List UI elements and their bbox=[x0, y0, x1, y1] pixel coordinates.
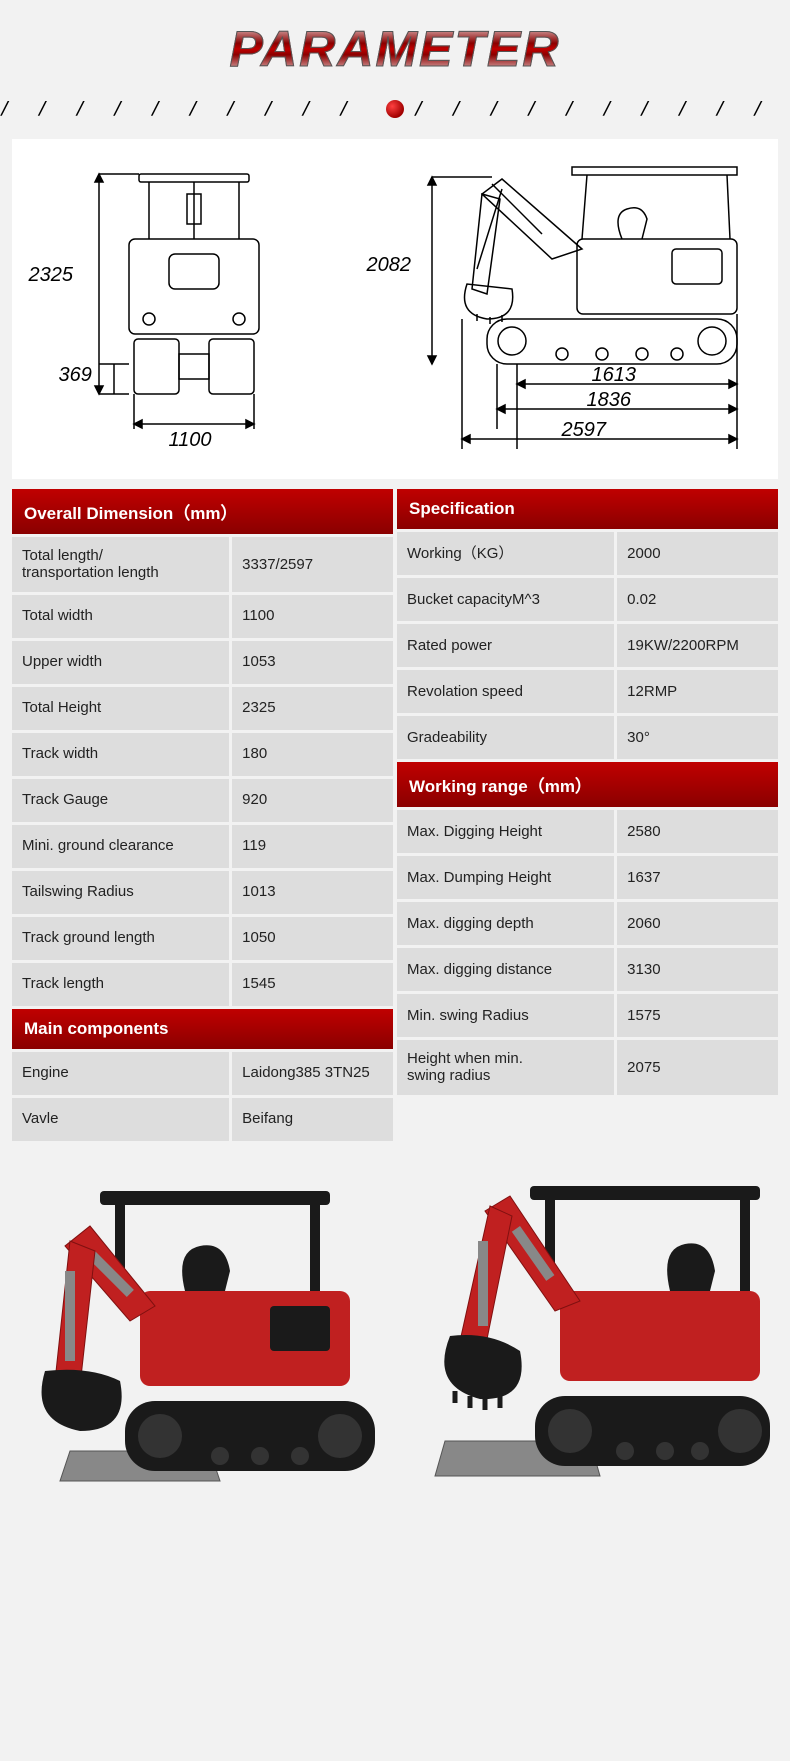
spec-value: 1100 bbox=[232, 595, 393, 638]
dim-width: 1100 bbox=[169, 429, 212, 452]
spec-value: 19KW/2200RPM bbox=[617, 624, 778, 667]
dim-total-length: 2597 bbox=[562, 419, 607, 442]
spec-label: Total Height bbox=[12, 687, 232, 730]
right-table-column: SpecificationWorking（KG）2000Bucket capac… bbox=[397, 489, 778, 1141]
spec-value: 920 bbox=[232, 779, 393, 822]
spec-value: 1545 bbox=[232, 963, 393, 1006]
table-row: Max. digging depth2060 bbox=[397, 902, 778, 945]
table-row: Track Gauge920 bbox=[12, 779, 393, 822]
table-row: Height when min. swing radius2075 bbox=[397, 1040, 778, 1095]
spec-label: Max. digging depth bbox=[397, 902, 617, 945]
table-row: Min. swing Radius1575 bbox=[397, 994, 778, 1037]
spec-label: Gradeability bbox=[397, 716, 617, 759]
product-photo-right bbox=[400, 1171, 780, 1531]
table-row: Total Height2325 bbox=[12, 687, 393, 730]
page-title: PARAMETER bbox=[230, 20, 561, 78]
dim-track-inner: 1613 bbox=[592, 364, 637, 387]
dim-boom-height: 2082 bbox=[367, 254, 412, 277]
spec-label: Max. Digging Height bbox=[397, 810, 617, 853]
spec-value: 119 bbox=[232, 825, 393, 868]
table-row: Tailswing Radius1013 bbox=[12, 871, 393, 914]
table-row: Max. digging distance3130 bbox=[397, 948, 778, 991]
table-row: EngineLaidong385 3TN25 bbox=[12, 1052, 393, 1095]
divider-dot-icon bbox=[386, 100, 404, 118]
dim-clearance: 369 bbox=[59, 364, 92, 387]
table-row: Max. Dumping Height1637 bbox=[397, 856, 778, 899]
divider-slashes-right: / / / / / / / / / / / / / / / / bbox=[414, 98, 790, 119]
spec-value: Beifang bbox=[232, 1098, 393, 1141]
spec-value: 1637 bbox=[617, 856, 778, 899]
spec-label: Bucket capacityM^3 bbox=[397, 578, 617, 621]
spec-label: Height when min. swing radius bbox=[397, 1040, 617, 1095]
spec-label: Engine bbox=[12, 1052, 232, 1095]
table-row: Upper width1053 bbox=[12, 641, 393, 684]
spec-label: Revolation speed bbox=[397, 670, 617, 713]
spec-value: 1575 bbox=[617, 994, 778, 1037]
spec-label: Track Gauge bbox=[12, 779, 232, 822]
title-section: PARAMETER bbox=[0, 0, 790, 88]
table-row: Track length1545 bbox=[12, 963, 393, 1006]
spec-value: 1050 bbox=[232, 917, 393, 960]
spec-label: Tailswing Radius bbox=[12, 871, 232, 914]
table-row: Mini. ground clearance119 bbox=[12, 825, 393, 868]
front-view: 2325 369 1100 bbox=[29, 169, 329, 459]
table-header: Overall Dimension（mm） bbox=[12, 489, 393, 534]
divider-slashes-left: / / / / / / / / / / / / / / / / bbox=[0, 98, 376, 119]
dim-height: 2325 bbox=[29, 264, 74, 287]
spec-value: 180 bbox=[232, 733, 393, 776]
table-row: Track ground length1050 bbox=[12, 917, 393, 960]
spec-label: Track length bbox=[12, 963, 232, 1006]
table-row: Rated power19KW/2200RPM bbox=[397, 624, 778, 667]
table-row: Bucket capacityM^30.02 bbox=[397, 578, 778, 621]
spec-label: Mini. ground clearance bbox=[12, 825, 232, 868]
table-header: Working range（mm） bbox=[397, 762, 778, 807]
spec-label: Working（KG） bbox=[397, 532, 617, 575]
spec-label: Total width bbox=[12, 595, 232, 638]
spec-value: 1053 bbox=[232, 641, 393, 684]
table-header: Specification bbox=[397, 489, 778, 529]
product-photos bbox=[0, 1141, 790, 1571]
dim-track-outer: 1836 bbox=[587, 389, 632, 412]
spec-value: 2325 bbox=[232, 687, 393, 730]
spec-label: Track width bbox=[12, 733, 232, 776]
spec-label: Max. Dumping Height bbox=[397, 856, 617, 899]
spec-label: Total length/ transportation length bbox=[12, 537, 232, 592]
left-table-column: Overall Dimension（mm）Total length/ trans… bbox=[12, 489, 393, 1141]
spec-label: Track ground length bbox=[12, 917, 232, 960]
table-header: Main components bbox=[12, 1009, 393, 1049]
product-photo-left bbox=[10, 1171, 390, 1531]
spec-value: 0.02 bbox=[617, 578, 778, 621]
table-row: Max. Digging Height2580 bbox=[397, 810, 778, 853]
table-row: Track width180 bbox=[12, 733, 393, 776]
spec-label: Upper width bbox=[12, 641, 232, 684]
spec-value: 30° bbox=[617, 716, 778, 759]
spec-label: Max. digging distance bbox=[397, 948, 617, 991]
table-row: Total length/ transportation length3337/… bbox=[12, 537, 393, 592]
spec-value: Laidong385 3TN25 bbox=[232, 1052, 393, 1095]
spec-label: Min. swing Radius bbox=[397, 994, 617, 1037]
table-row: Revolation speed12RMP bbox=[397, 670, 778, 713]
spec-value: 3337/2597 bbox=[232, 537, 393, 592]
table-row: Total width1100 bbox=[12, 595, 393, 638]
spec-tables: Overall Dimension（mm）Total length/ trans… bbox=[0, 489, 790, 1141]
spec-value: 2060 bbox=[617, 902, 778, 945]
dimension-diagram: 2325 369 1100 bbox=[12, 139, 778, 479]
side-view: 2082 1613 1836 2597 bbox=[342, 159, 762, 459]
table-row: Gradeability30° bbox=[397, 716, 778, 759]
divider: / / / / / / / / / / / / / / / / / / / / … bbox=[0, 88, 790, 139]
table-row: VavleBeifang bbox=[12, 1098, 393, 1141]
spec-value: 2075 bbox=[617, 1040, 778, 1095]
spec-value: 2580 bbox=[617, 810, 778, 853]
spec-label: Rated power bbox=[397, 624, 617, 667]
spec-value: 12RMP bbox=[617, 670, 778, 713]
table-row: Working（KG）2000 bbox=[397, 532, 778, 575]
spec-value: 1013 bbox=[232, 871, 393, 914]
spec-label: Vavle bbox=[12, 1098, 232, 1141]
spec-value: 3130 bbox=[617, 948, 778, 991]
spec-value: 2000 bbox=[617, 532, 778, 575]
